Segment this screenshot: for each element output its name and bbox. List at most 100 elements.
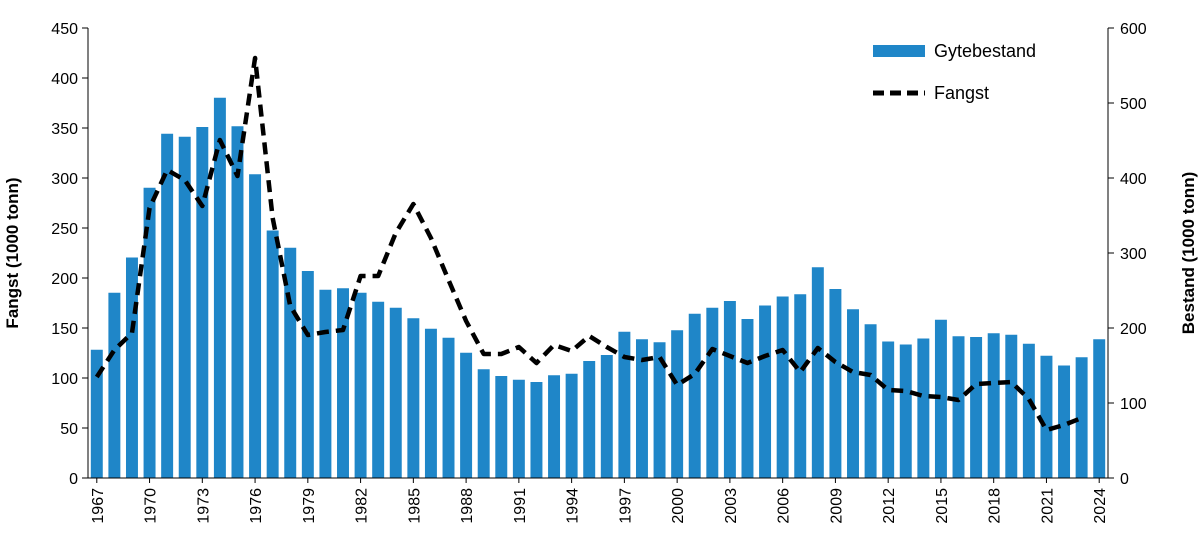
x-tick-label-1973: 1973: [195, 488, 212, 524]
x-tick-label-1985: 1985: [406, 488, 423, 524]
bar-1997: [618, 331, 631, 478]
left-axis-ticks: 0 50 100 150 200 250 300 350 400 450: [51, 21, 88, 488]
bar-1994: [565, 373, 578, 478]
legend-swatch-gytebestand: [873, 45, 925, 57]
bar-2011: [864, 324, 877, 478]
bar-2023: [1075, 357, 1088, 478]
bar-1989: [477, 369, 490, 478]
bar-2000: [671, 330, 684, 478]
x-tick-label-2006: 2006: [776, 488, 793, 524]
x-tick-label-2021: 2021: [1039, 488, 1056, 524]
bar-1998: [635, 339, 648, 478]
right-tick-label-100: 100: [1120, 396, 1147, 413]
x-tick-label-2009: 2009: [828, 488, 845, 524]
bar-1969: [125, 257, 138, 478]
left-tick-label-150: 150: [51, 321, 78, 338]
x-tick-label-1982: 1982: [354, 488, 371, 524]
x-tick-label-2003: 2003: [723, 488, 740, 524]
bars-series-gytebestand: [90, 97, 1106, 478]
legend: Gytebestand Fangst: [873, 41, 1036, 103]
bar-1971: [161, 133, 174, 478]
x-tick-label-1997: 1997: [617, 488, 634, 524]
x-tick-label-1988: 1988: [459, 488, 476, 524]
bar-1981: [337, 288, 349, 478]
line-fangst: [94, 55, 1083, 433]
bar-2002: [706, 307, 719, 478]
bar-1982: [354, 292, 367, 478]
right-axis-title: Bestand (1000 tonn): [1179, 172, 1198, 334]
bar-1992: [530, 382, 543, 478]
bar-1978: [284, 247, 297, 478]
bar-1968: [108, 292, 121, 478]
bar-1979: [301, 271, 314, 478]
legend-label-fangst: Fangst: [934, 83, 989, 103]
left-tick-label-450: 450: [51, 21, 78, 38]
bar-2003: [723, 301, 736, 478]
bar-1972: [178, 136, 191, 478]
legend-label-gytebestand: Gytebestand: [934, 41, 1036, 61]
right-tick-label-600: 600: [1120, 21, 1147, 38]
bar-1988: [460, 352, 473, 478]
x-tick-label-2000: 2000: [670, 488, 687, 524]
right-tick-label-400: 400: [1120, 171, 1147, 188]
left-axis-title: Fangst (1000 tonn): [3, 177, 22, 328]
bar-2005: [759, 305, 772, 478]
left-tick-label-100: 100: [51, 371, 78, 388]
bar-2016: [952, 336, 965, 478]
bar-1975: [231, 126, 244, 478]
x-tick-label-1979: 1979: [301, 488, 318, 524]
bar-1995: [583, 361, 596, 478]
bar-1996: [600, 355, 613, 478]
x-axis-ticks: 1967 1970 1973 1976 1979 1982 1985 1988 1991 1994…: [90, 478, 1109, 524]
bar-1970: [143, 187, 156, 478]
bar-2006: [776, 296, 789, 478]
bar-2001: [688, 313, 701, 478]
bar-2019: [1005, 334, 1018, 478]
bar-1983: [372, 301, 385, 478]
x-tick-label-1967: 1967: [90, 488, 107, 524]
bar-1990: [495, 376, 508, 478]
left-tick-label-200: 200: [51, 271, 78, 288]
right-tick-label-0: 0: [1120, 471, 1129, 488]
x-tick-label-1991: 1991: [512, 488, 529, 524]
left-tick-label-400: 400: [51, 71, 78, 88]
bar-1977: [266, 230, 279, 478]
bar-1974: [213, 97, 226, 478]
bar-2008: [811, 267, 824, 478]
x-tick-label-1976: 1976: [248, 488, 265, 524]
x-tick-label-2012: 2012: [881, 488, 898, 524]
x-tick-label-2018: 2018: [987, 488, 1004, 524]
bar-2021: [1040, 355, 1053, 478]
right-tick-label-200: 200: [1120, 321, 1147, 338]
bar-1973: [196, 127, 209, 478]
bar-2004: [741, 319, 754, 478]
x-tick-label-2024: 2024: [1092, 488, 1109, 524]
bar-2022: [1058, 365, 1071, 478]
bar-1991: [512, 379, 525, 478]
bar-1986: [424, 328, 437, 478]
bar-1976: [249, 174, 262, 478]
bar-1987: [442, 337, 455, 478]
bar-2013: [899, 344, 912, 478]
right-axis-ticks: 0 100 200 300 400 500 600: [1108, 21, 1147, 488]
right-tick-label-500: 500: [1120, 96, 1147, 113]
bar-2009: [829, 289, 842, 478]
left-tick-label-350: 350: [51, 121, 78, 138]
bar-1984: [389, 307, 402, 478]
bar-2015: [934, 319, 947, 478]
x-tick-label-1970: 1970: [143, 488, 160, 524]
bar-1993: [548, 375, 561, 478]
bar-1985: [407, 318, 420, 478]
bar-2007: [794, 294, 807, 478]
bar-2014: [917, 338, 930, 478]
x-tick-label-2015: 2015: [934, 488, 951, 524]
left-tick-label-250: 250: [51, 221, 78, 238]
left-tick-label-0: 0: [69, 471, 78, 488]
line-series-fangst: [94, 55, 1083, 433]
bar-2024: [1093, 339, 1106, 478]
bar-1980: [319, 289, 332, 478]
bar-2018: [987, 333, 1000, 478]
bar-2017: [970, 337, 983, 478]
left-tick-label-300: 300: [51, 171, 78, 188]
